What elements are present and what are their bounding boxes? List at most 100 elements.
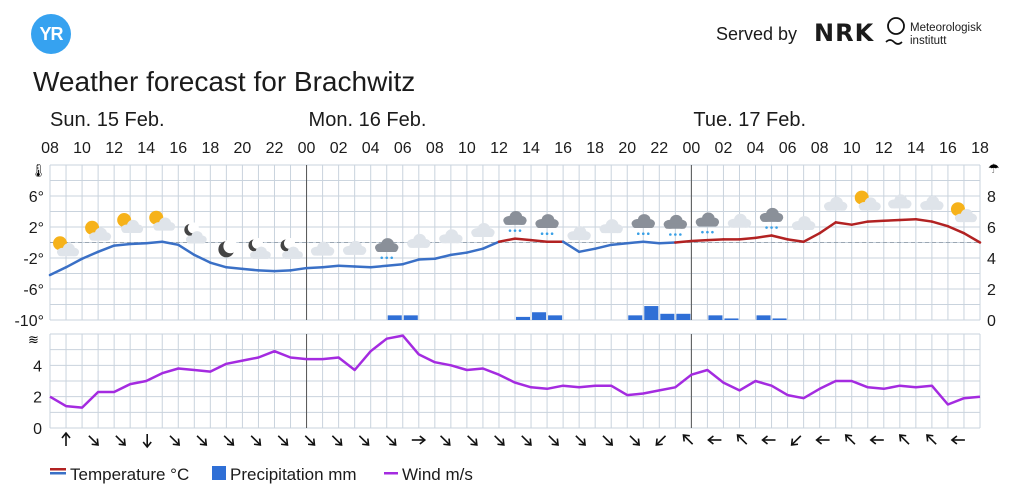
- temperature-line-segment: [930, 220, 950, 228]
- wind-direction-arrow: [494, 435, 505, 446]
- precipitation-bar: [756, 315, 771, 320]
- hour-label: 10: [843, 140, 861, 157]
- legend-swatch-wind: [384, 472, 398, 475]
- precipitation-bar: [660, 313, 675, 320]
- temperature-line-segment: [914, 218, 934, 223]
- hour-label: 18: [586, 140, 604, 157]
- temperature-line-segment: [882, 218, 902, 223]
- temperature-line-segment: [48, 266, 68, 277]
- wind-direction-arrow: [439, 435, 451, 446]
- hour-label: 06: [394, 140, 412, 157]
- temperature-line-segment: [690, 238, 709, 243]
- temperature-line-segment: [225, 266, 244, 271]
- cloudy-icon: [439, 229, 463, 244]
- temperature-line-segment: [96, 244, 116, 254]
- partly-sunny-icon: [854, 190, 881, 211]
- temperature-line-segment: [561, 240, 581, 254]
- temperature-line-segment: [273, 269, 292, 273]
- umbrella-icon: ☂: [988, 161, 1000, 176]
- yr-logo[interactable]: YR: [31, 14, 71, 54]
- wind-direction-arrow: [358, 435, 370, 446]
- temperature-line-segment: [786, 238, 805, 243]
- hour-label: 02: [330, 140, 348, 157]
- hour-label: 04: [747, 140, 765, 157]
- wind-direction-arrow: [575, 435, 586, 446]
- hour-label: 20: [618, 140, 636, 157]
- cloudy-icon: [727, 213, 752, 228]
- cloudy-light-snow-icon: [503, 210, 527, 232]
- hour-label: 08: [41, 140, 59, 157]
- hour-label: 08: [811, 140, 829, 157]
- cloudy-light-snow-icon: [375, 238, 399, 260]
- temperature-line-segment: [946, 224, 966, 235]
- wind-direction-arrow: [411, 435, 427, 445]
- legend-temperature-label: Temperature °C: [70, 465, 189, 484]
- temperature-line-segment: [593, 243, 613, 250]
- cloudy-icon: [920, 195, 944, 210]
- hour-label: 00: [682, 140, 700, 157]
- precipitation-bar: [708, 315, 723, 320]
- temperature-line-segment: [321, 264, 340, 269]
- wind-axis-tick: 2: [33, 390, 42, 407]
- wind-direction-arrow: [629, 435, 641, 446]
- temperature-line-segment: [577, 247, 597, 254]
- temperature-axis-tick: -6°: [23, 282, 44, 299]
- temperature-line-segment: [337, 264, 356, 268]
- wind-direction-arrow: [707, 435, 722, 445]
- wind-direction-arrow: [61, 431, 71, 446]
- hour-label: 22: [650, 140, 668, 157]
- day-label: Tue. 17 Feb.: [693, 109, 806, 131]
- precipitation-axis-tick: 0: [987, 313, 996, 330]
- wind-direction-arrow: [548, 435, 559, 446]
- wind-direction-arrow: [950, 435, 965, 445]
- legend-temperature: [50, 468, 66, 475]
- wind-direction-arrow: [844, 434, 856, 445]
- temperature-line-segment: [128, 242, 148, 246]
- temperature-line-segment: [112, 242, 132, 247]
- wind-direction-arrow: [385, 435, 397, 446]
- hour-label: 20: [234, 140, 252, 157]
- hour-label: 12: [105, 140, 123, 157]
- partly-sunny-icon: [117, 213, 144, 233]
- nrk-logo[interactable]: NRK: [814, 19, 875, 47]
- temperature-axis-tick: 2°: [29, 220, 44, 237]
- hour-label: 18: [971, 140, 989, 157]
- precipitation-bar: [628, 315, 643, 320]
- night-partly-cloudy-icon: [280, 237, 303, 259]
- precipitation-axis-tick: 8: [987, 189, 996, 206]
- day-label: Sun. 15 Feb.: [50, 109, 165, 131]
- precipitation-bar: [724, 318, 739, 320]
- partly-sunny-icon: [149, 210, 176, 231]
- temperature-line-segment: [513, 237, 533, 242]
- cloudy-icon: [888, 194, 912, 209]
- wind-direction-arrow: [196, 435, 208, 446]
- wind-direction-arrow: [602, 435, 614, 446]
- wind-icon: ≋: [28, 332, 39, 347]
- cloudy-icon: [342, 240, 367, 255]
- night-clear-icon: [218, 239, 238, 258]
- hour-label: 16: [939, 140, 957, 157]
- hour-label: 00: [298, 140, 316, 157]
- cloudy-icon: [823, 196, 848, 211]
- hour-label: 08: [426, 140, 444, 157]
- wind-direction-arrow: [790, 435, 802, 446]
- temperature-line-segment: [257, 269, 276, 273]
- met-institute-logo[interactable]: Meteorologisk institutt: [910, 22, 982, 48]
- hour-label: 18: [201, 140, 219, 157]
- wind-direction-arrow: [250, 435, 262, 446]
- wind-direction-arrow: [898, 434, 910, 445]
- precipitation-bar: [548, 315, 563, 320]
- hour-label: 22: [266, 140, 284, 157]
- cloudy-icon: [310, 241, 335, 256]
- cloudy-light-snow-icon: [695, 212, 720, 234]
- hour-label: 16: [554, 140, 572, 157]
- cloudy-icon: [407, 233, 431, 248]
- temperature-line-segment: [465, 247, 485, 254]
- page-title: Weather forecast for Brachwitz: [33, 66, 416, 97]
- hour-label: 14: [522, 140, 540, 157]
- temperature-line-segment: [449, 251, 469, 257]
- day-label: Mon. 16 Feb.: [309, 109, 427, 131]
- wind-direction-arrow: [304, 435, 316, 446]
- wind-direction-arrow: [277, 435, 289, 446]
- partly-sunny-icon: [950, 202, 978, 223]
